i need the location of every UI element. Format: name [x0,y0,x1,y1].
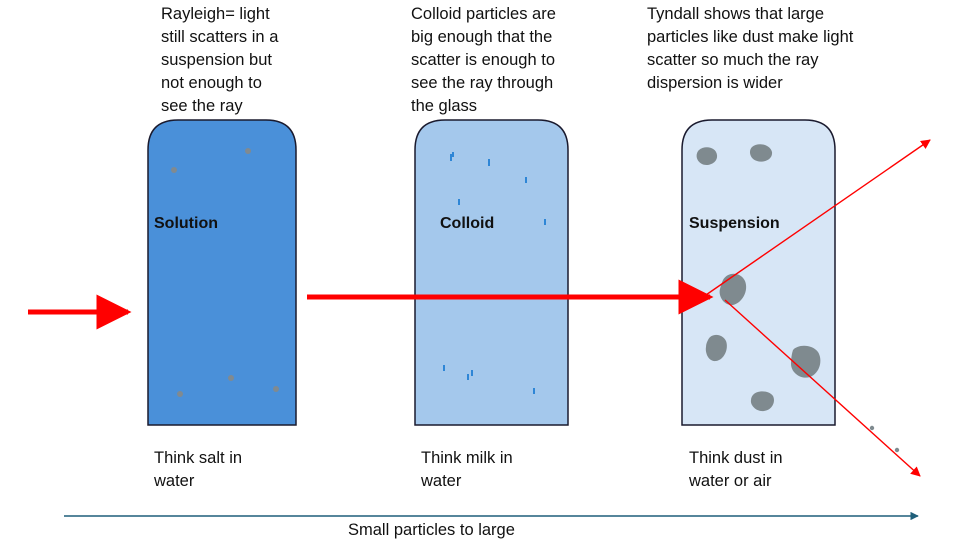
solution-label: Solution [154,215,218,232]
suspension-caption: Tyndall shows that large particles like … [647,5,854,92]
scattered-ray-down-arrow [724,299,921,477]
solution-footnote: Think salt in water [154,449,243,490]
particle-size-axis-label: Small particles to large [348,521,515,539]
solution-container [147,119,297,426]
suspension-footnote: Think dust in water or air [689,449,783,490]
solution-particles [171,148,279,397]
colloid-footnote: Think milk in water [421,449,513,490]
colloid-container [414,119,569,426]
scattered-dust [869,425,900,453]
scattered-ray-up-arrow [702,139,931,298]
colloid-label: Colloid [440,215,494,232]
colloid-particles [443,152,546,394]
colloid-caption: Colloid particles are big enough that th… [411,5,556,115]
suspension-label: Suspension [689,215,780,232]
solution-caption: Rayleigh= light still scatters in a susp… [161,5,279,115]
